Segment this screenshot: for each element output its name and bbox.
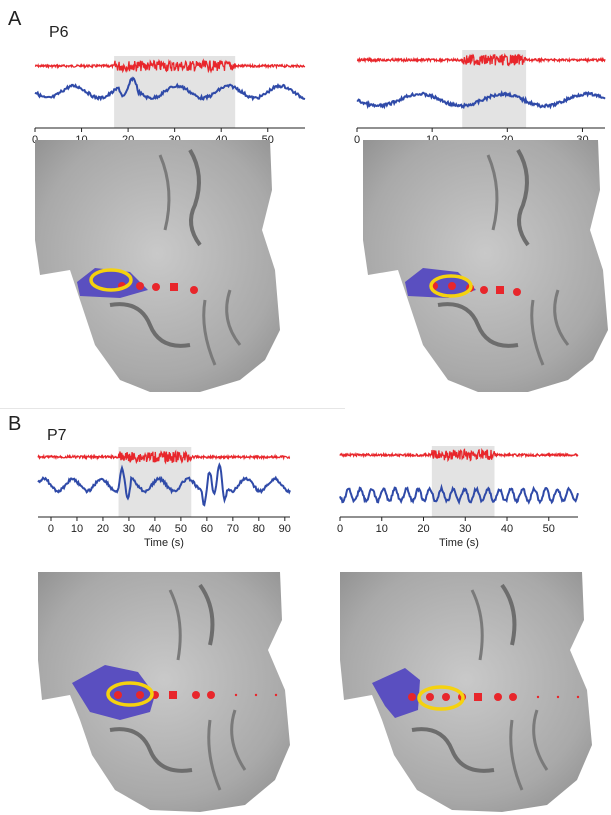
fast-trace-0-1	[356, 52, 606, 67]
x-tick-label: 40	[149, 523, 161, 535]
panel-letter-b: B	[8, 413, 22, 435]
x-tick-label: 20	[97, 523, 109, 535]
fast-trace-0-0	[34, 58, 306, 74]
x-tick-label: 90	[279, 523, 291, 535]
x-tick-label: 70	[227, 523, 239, 535]
patient-label-p6: P6	[49, 24, 69, 41]
x-tick-label: 20	[417, 523, 429, 535]
x-axis-label: Time (s)	[144, 537, 184, 549]
x-tick-label: 0	[354, 134, 360, 146]
x-tick-label: 10	[376, 523, 388, 535]
brain-slice-b-right	[340, 572, 592, 812]
slow-trace-0-0	[34, 76, 306, 102]
panel-letter-a: A	[8, 8, 22, 30]
slow-trace-0-1	[356, 89, 606, 110]
x-tick-label: 30	[123, 523, 135, 535]
x-tick-label: 0	[337, 523, 343, 535]
brain-slice-a-left	[35, 140, 280, 392]
fast-trace-1-1	[339, 447, 579, 463]
x-tick-label: 50	[175, 523, 187, 535]
x-tick-label: 0	[48, 523, 54, 535]
brain-slice-a-right	[363, 140, 608, 392]
patient-label-p7: P7	[47, 427, 67, 444]
brain-slice-b-left	[38, 572, 290, 812]
x-tick-label: 80	[253, 523, 265, 535]
slow-trace-1-0	[37, 462, 291, 507]
x-tick-label: 30	[459, 523, 471, 535]
x-tick-label: 40	[501, 523, 513, 535]
x-axis-label: Time (s)	[439, 537, 479, 549]
fast-trace-1-0	[37, 449, 291, 465]
x-tick-label: 10	[71, 523, 83, 535]
panel-divider	[0, 408, 345, 409]
x-tick-label: 50	[543, 523, 555, 535]
x-tick-label: 60	[201, 523, 213, 535]
slow-trace-1-1	[339, 483, 579, 506]
